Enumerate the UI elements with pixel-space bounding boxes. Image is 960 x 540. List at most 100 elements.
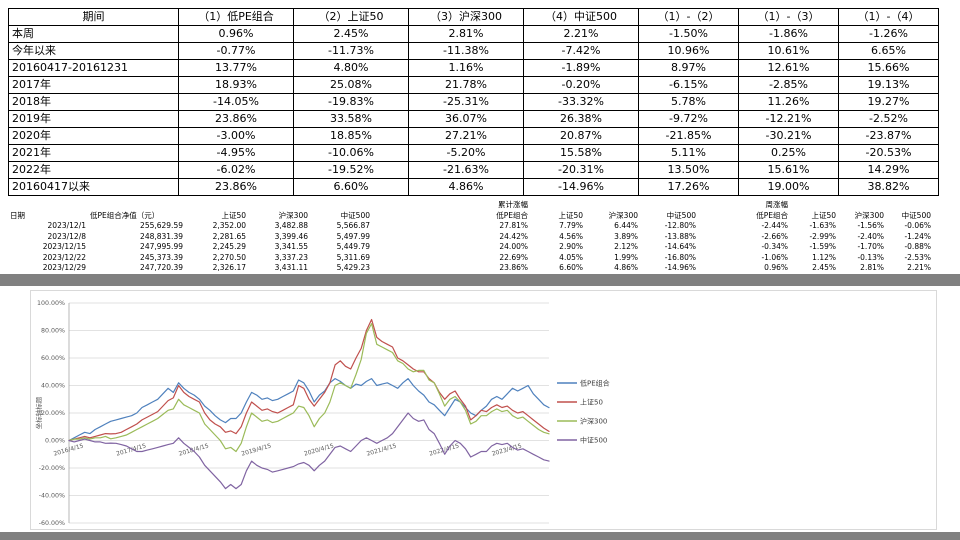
summary-value-cell[interactable]: 23.86% — [178, 178, 294, 196]
detail-value-cell[interactable]: -0.34% — [761, 242, 788, 251]
legend-item-沪深300[interactable]: 沪深300 — [557, 417, 607, 426]
summary-value-cell[interactable]: -20.31% — [523, 161, 639, 179]
detail-value-cell[interactable]: 24.42% — [499, 231, 528, 241]
summary-value-cell[interactable]: -14.96% — [523, 178, 639, 196]
detail-value-cell[interactable]: 24.00% — [499, 242, 528, 251]
summary-value-cell[interactable]: -14.05% — [178, 93, 294, 111]
detail-value-cell[interactable]: 5,449.79 — [336, 242, 370, 251]
summary-value-cell[interactable]: 38.82% — [838, 178, 939, 196]
summary-value-cell[interactable]: 0.25% — [738, 144, 839, 162]
summary-value-cell[interactable]: 11.26% — [738, 93, 839, 111]
summary-period-cell[interactable]: 20160417以来 — [8, 178, 179, 196]
summary-value-cell[interactable]: -6.02% — [178, 161, 294, 179]
summary-value-cell[interactable]: 12.61% — [738, 59, 839, 77]
detail-value-cell[interactable]: -14.96% — [664, 263, 696, 272]
detail-col-header[interactable]: 沪深300 — [608, 210, 638, 220]
summary-period-cell[interactable]: 2020年 — [8, 127, 179, 145]
summary-value-cell[interactable]: -7.42% — [523, 42, 639, 60]
detail-value-cell[interactable]: 6.60% — [559, 263, 583, 272]
detail-value-cell[interactable]: -0.88% — [904, 242, 931, 251]
summary-value-cell[interactable]: 23.86% — [178, 110, 294, 128]
detail-value-cell[interactable]: 247,720.39 — [140, 263, 183, 272]
summary-value-cell[interactable]: 14.29% — [838, 161, 939, 179]
summary-value-cell[interactable]: -20.53% — [838, 144, 939, 162]
detail-col-header[interactable]: 中证500 — [901, 210, 931, 220]
summary-period-cell[interactable]: 2021年 — [8, 144, 179, 162]
summary-period-cell[interactable]: 2022年 — [8, 161, 179, 179]
summary-value-cell[interactable]: 4.86% — [408, 178, 524, 196]
detail-value-cell[interactable]: 5,429.23 — [336, 263, 370, 272]
detail-value-cell[interactable]: 3.89% — [614, 231, 638, 241]
summary-value-cell[interactable]: -25.31% — [408, 93, 524, 111]
detail-value-cell[interactable]: 4.56% — [559, 231, 583, 241]
detail-value-cell[interactable]: 4.05% — [559, 252, 583, 262]
summary-value-cell[interactable]: -11.73% — [293, 42, 409, 60]
detail-value-cell[interactable]: -1.06% — [761, 252, 788, 262]
detail-value-cell[interactable]: -2.40% — [857, 231, 884, 241]
detail-value-cell[interactable]: 255,629.59 — [140, 221, 183, 230]
detail-value-cell[interactable]: 5,566.87 — [336, 221, 370, 230]
detail-value-cell[interactable]: 2,270.50 — [212, 252, 246, 262]
summary-value-cell[interactable]: -4.95% — [178, 144, 294, 162]
detail-value-cell[interactable]: -16.80% — [664, 252, 696, 262]
detail-col-header[interactable]: 上证50 — [221, 210, 246, 220]
detail-value-cell[interactable]: 22.69% — [499, 252, 528, 262]
detail-value-cell[interactable]: 2.45% — [812, 263, 836, 272]
summary-value-cell[interactable]: 0.96% — [178, 25, 294, 43]
summary-value-cell[interactable]: 19.13% — [838, 76, 939, 94]
detail-value-cell[interactable]: 245,373.39 — [140, 252, 183, 262]
date-cell[interactable]: 2023/12/15 — [42, 242, 86, 251]
summary-value-cell[interactable]: -9.72% — [638, 110, 739, 128]
detail-value-cell[interactable]: 1.99% — [614, 252, 638, 262]
summary-value-cell[interactable]: -19.83% — [293, 93, 409, 111]
detail-value-cell[interactable]: 3,399.46 — [274, 231, 308, 241]
detail-col-header[interactable]: 中证500 — [340, 210, 370, 220]
detail-value-cell[interactable]: -14.64% — [664, 242, 696, 251]
summary-value-cell[interactable]: 4.80% — [293, 59, 409, 77]
summary-value-cell[interactable]: -33.32% — [523, 93, 639, 111]
summary-value-cell[interactable]: -1.50% — [638, 25, 739, 43]
summary-value-cell[interactable]: -19.52% — [293, 161, 409, 179]
detail-value-cell[interactable]: -2.44% — [761, 221, 788, 230]
summary-value-cell[interactable]: 2.81% — [408, 25, 524, 43]
summary-value-cell[interactable]: -2.52% — [838, 110, 939, 128]
summary-value-cell[interactable]: 26.38% — [523, 110, 639, 128]
summary-col-header[interactable]: （1）-（2） — [638, 8, 739, 26]
summary-value-cell[interactable]: 20.87% — [523, 127, 639, 145]
summary-value-cell[interactable]: 21.78% — [408, 76, 524, 94]
summary-value-cell[interactable]: -21.63% — [408, 161, 524, 179]
detail-col-header[interactable]: 沪深300 — [278, 210, 308, 220]
summary-period-cell[interactable]: 20160417-20161231 — [8, 59, 179, 77]
detail-value-cell[interactable]: 247,995.99 — [140, 242, 183, 251]
detail-value-cell[interactable]: -2.53% — [904, 252, 931, 262]
summary-col-header[interactable]: （1）-（4） — [838, 8, 939, 26]
summary-value-cell[interactable]: 19.27% — [838, 93, 939, 111]
summary-value-cell[interactable]: 2.45% — [293, 25, 409, 43]
summary-col-header[interactable]: （3）沪深300 — [408, 8, 524, 26]
summary-value-cell[interactable]: 15.61% — [738, 161, 839, 179]
summary-value-cell[interactable]: -6.15% — [638, 76, 739, 94]
summary-value-cell[interactable]: 8.97% — [638, 59, 739, 77]
detail-value-cell[interactable]: 3,482.88 — [274, 221, 308, 230]
summary-period-cell[interactable]: 本周 — [8, 25, 179, 43]
summary-value-cell[interactable]: 6.60% — [293, 178, 409, 196]
detail-col-header[interactable]: 日期 — [10, 210, 25, 220]
legend-item-上证50[interactable]: 上证50 — [557, 398, 603, 407]
summary-value-cell[interactable]: 19.00% — [738, 178, 839, 196]
summary-value-cell[interactable]: 6.65% — [838, 42, 939, 60]
detail-col-header[interactable]: 上证50 — [558, 210, 583, 220]
date-cell[interactable]: 2023/12/1 — [47, 221, 86, 230]
detail-value-cell[interactable]: 2.90% — [559, 242, 583, 251]
summary-value-cell[interactable]: 5.78% — [638, 93, 739, 111]
detail-value-cell[interactable]: 5,311.69 — [336, 252, 370, 262]
detail-value-cell[interactable]: 2.21% — [907, 263, 931, 272]
detail-value-cell[interactable]: 2,352.00 — [212, 221, 246, 230]
detail-value-cell[interactable]: 3,341.55 — [274, 242, 308, 251]
detail-value-cell[interactable]: 2,281.65 — [212, 231, 246, 241]
summary-value-cell[interactable]: 17.26% — [638, 178, 739, 196]
detail-value-cell[interactable]: -1.70% — [857, 242, 884, 251]
summary-value-cell[interactable]: -11.38% — [408, 42, 524, 60]
summary-col-header[interactable]: （2）上证50 — [293, 8, 409, 26]
detail-col-header[interactable]: 低PE组合 — [496, 210, 528, 220]
summary-value-cell[interactable]: 10.96% — [638, 42, 739, 60]
